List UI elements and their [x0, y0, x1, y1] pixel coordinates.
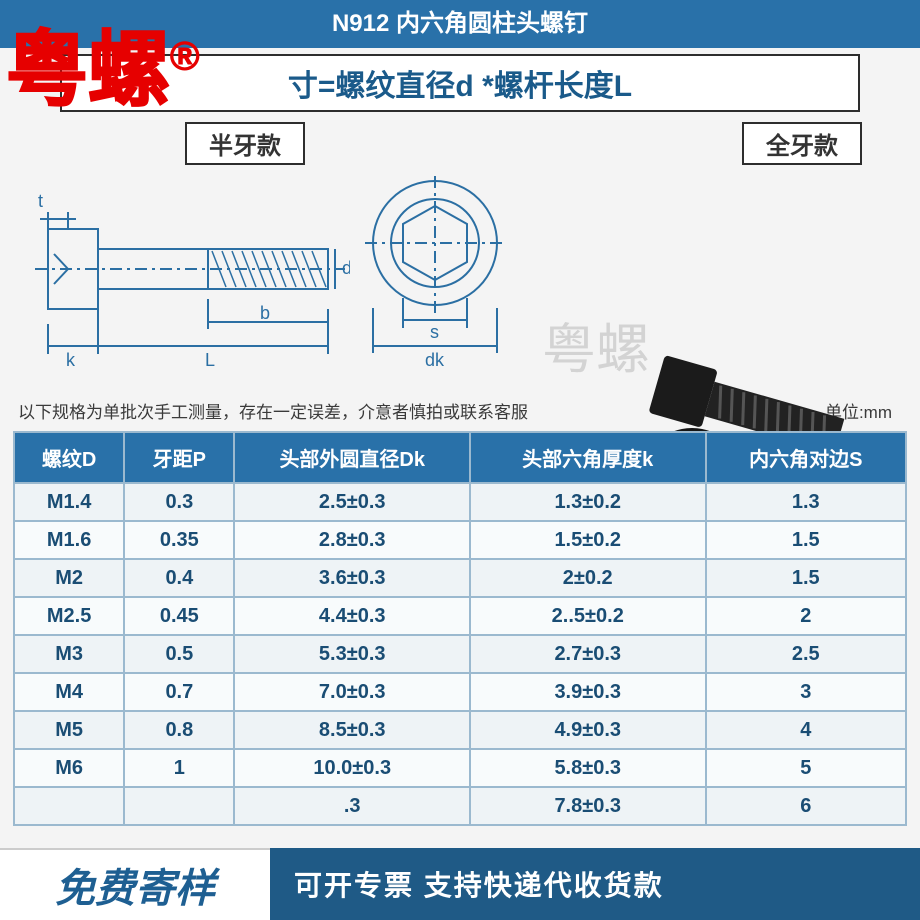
formula-text: 寸=螺纹直径d *螺杆长度L: [288, 61, 632, 105]
dim-t: t: [38, 191, 43, 211]
col-head-k: 头部六角厚度k: [470, 432, 706, 483]
table-cell: 2±0.2: [470, 559, 706, 597]
table-cell: 1.5: [706, 521, 907, 559]
table-cell: M1.4: [14, 483, 124, 521]
dim-b: b: [260, 303, 270, 323]
table-cell: M5: [14, 711, 124, 749]
table-cell: 6: [706, 787, 907, 825]
table-cell: 0.3: [124, 483, 234, 521]
col-pitch-p: 牙距P: [124, 432, 234, 483]
dim-s: s: [430, 322, 439, 342]
table-cell: 5.8±0.3: [470, 749, 706, 787]
table-cell: 4.9±0.3: [470, 711, 706, 749]
table-cell: M4: [14, 673, 124, 711]
table-row: M1.40.32.5±0.31.3±0.21.3: [14, 483, 906, 521]
col-hex-s: 内六角对边S: [706, 432, 907, 483]
diagram-area: t d b k L s dk: [0, 160, 920, 390]
dim-d: d: [342, 258, 350, 278]
table-cell: 1.3: [706, 483, 907, 521]
table-cell: 3.6±0.3: [234, 559, 470, 597]
table-cell: 1.3±0.2: [470, 483, 706, 521]
table-cell: 3: [706, 673, 907, 711]
table-cell: [14, 787, 124, 825]
table-cell: 5.3±0.3: [234, 635, 470, 673]
table-cell: 1.5: [706, 559, 907, 597]
table-row: M1.60.352.8±0.31.5±0.21.5: [14, 521, 906, 559]
table-cell: 4.4±0.3: [234, 597, 470, 635]
table-row: M2.50.454.4±0.32..5±0.22: [14, 597, 906, 635]
table-cell: 7.8±0.3: [470, 787, 706, 825]
table-cell: 8.5±0.3: [234, 711, 470, 749]
screw-front-diagram: s dk: [355, 168, 525, 378]
type-label-full-thread: 全牙款: [742, 122, 862, 165]
table-cell: 7.0±0.3: [234, 673, 470, 711]
table-cell: 0.4: [124, 559, 234, 597]
table-row: .37.8±0.36: [14, 787, 906, 825]
col-thread-d: 螺纹D: [14, 432, 124, 483]
table-cell: M1.6: [14, 521, 124, 559]
table-cell: 10.0±0.3: [234, 749, 470, 787]
table-cell: 2.7±0.3: [470, 635, 706, 673]
footer-services: 可开专票 支持快递代收货款: [270, 848, 920, 920]
table-row: M6110.0±0.35.8±0.35: [14, 749, 906, 787]
table-row: M30.55.3±0.32.7±0.32.5: [14, 635, 906, 673]
table-cell: 2.8±0.3: [234, 521, 470, 559]
table-cell: M2: [14, 559, 124, 597]
table-cell: 1.5±0.2: [470, 521, 706, 559]
table-cell: 0.5: [124, 635, 234, 673]
table-cell: M2.5: [14, 597, 124, 635]
table-cell: 2.5: [706, 635, 907, 673]
table-cell: 0.35: [124, 521, 234, 559]
footer-free-sample: 免费寄样: [0, 848, 270, 920]
table-header-row: 螺纹D 牙距P 头部外圆直径Dk 头部六角厚度k 内六角对边S: [14, 432, 906, 483]
col-head-dk: 头部外圆直径Dk: [234, 432, 470, 483]
table-row: M50.88.5±0.34.9±0.34: [14, 711, 906, 749]
table-row: M20.43.6±0.32±0.21.5: [14, 559, 906, 597]
table-cell: 2..5±0.2: [470, 597, 706, 635]
dim-k: k: [66, 350, 76, 370]
dim-L: L: [205, 350, 215, 370]
brand-watermark: 粤螺®: [6, 30, 200, 112]
spec-table: 螺纹D 牙距P 头部外圆直径Dk 头部六角厚度k 内六角对边S M1.40.32…: [13, 431, 907, 826]
table-cell: M6: [14, 749, 124, 787]
table-cell: 0.45: [124, 597, 234, 635]
table-cell: 0.7: [124, 673, 234, 711]
table-cell: 5: [706, 749, 907, 787]
table-cell: 2.5±0.3: [234, 483, 470, 521]
table-cell: .3: [234, 787, 470, 825]
table-cell: 4: [706, 711, 907, 749]
table-cell: 2: [706, 597, 907, 635]
table-cell: 3.9±0.3: [470, 673, 706, 711]
page-title: N912 内六角圆柱头螺钉: [332, 10, 588, 37]
note-text: 以下规格为单批次手工测量，存在一定误差，介意者慎拍或联系客服: [18, 398, 528, 423]
screw-side-diagram: t d b k L: [30, 174, 350, 374]
table-cell: 1: [124, 749, 234, 787]
table-cell: 0.8: [124, 711, 234, 749]
table-row: M40.77.0±0.33.9±0.33: [14, 673, 906, 711]
table-cell: M3: [14, 635, 124, 673]
table-cell: [124, 787, 234, 825]
dim-dk: dk: [425, 350, 445, 370]
footer-bar: 免费寄样 可开专票 支持快递代收货款: [0, 848, 920, 920]
type-label-half-thread: 半牙款: [185, 122, 305, 165]
